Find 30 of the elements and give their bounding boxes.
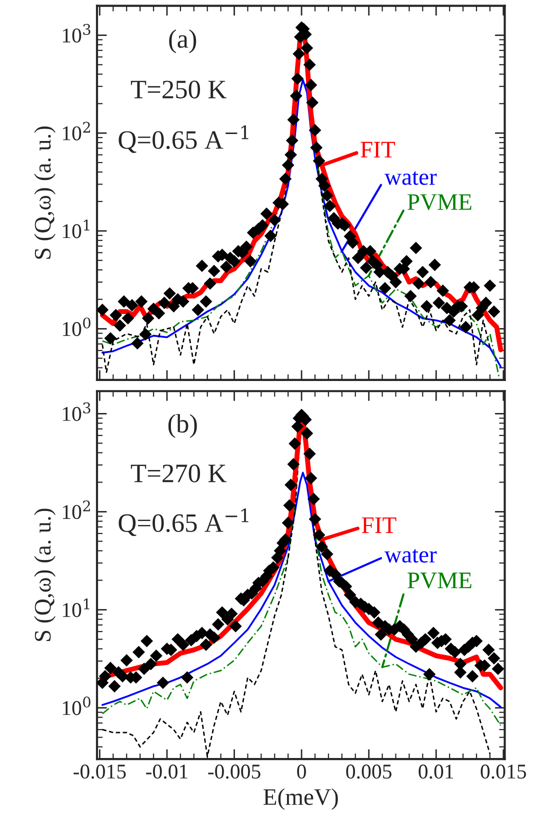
x-tick-label: 0.005 [346,764,392,779]
annotation: Q=0.65 A$^{−1}$ [118,125,248,153]
text: PVME [408,572,472,588]
legend-label: water [384,549,437,563]
y-tick-label: 10$^{3}$ [62,402,90,421]
text: water [384,171,437,185]
x-axis-title: E(meV) [264,788,338,810]
y-tick-label: 10$^{0}$ [62,696,90,716]
annotation: (a) [169,29,196,54]
y-tick-label: 10$^{1}$ [62,220,90,238]
annotation: Q=0.65 A$^{−1}$ [118,508,248,536]
annotation: T=270 K [130,464,226,482]
y-tick-label: 10$^{2}$ [62,500,90,520]
x-tick-label: -0.005 [208,764,260,779]
y-tick-label: 10$^{1}$ [62,598,90,618]
y-tick-label: 10$^{3}$ [62,24,90,43]
x-tick-label: 0.01 [418,764,454,779]
annotation: (b) [168,414,197,438]
x-tick-label: 0.015 [480,764,526,779]
y-tick-label: 10$^{0}$ [62,317,90,336]
annotation: T=250 K [130,80,226,98]
legend-label: FIT [362,517,396,533]
x-tick-label: 0 [297,764,306,779]
legend-label: FIT [360,142,396,158]
y-axis-title: S (Q,ω) (a. u.) [34,508,56,641]
x-tick-label: -0.015 [74,764,126,779]
x-tick-label: -0.01 [146,764,188,779]
y-axis-title: S (Q,ω) (a. u.) [34,126,56,259]
y-tick-label: 10$^{2}$ [62,122,90,140]
text: PVME [408,194,472,210]
